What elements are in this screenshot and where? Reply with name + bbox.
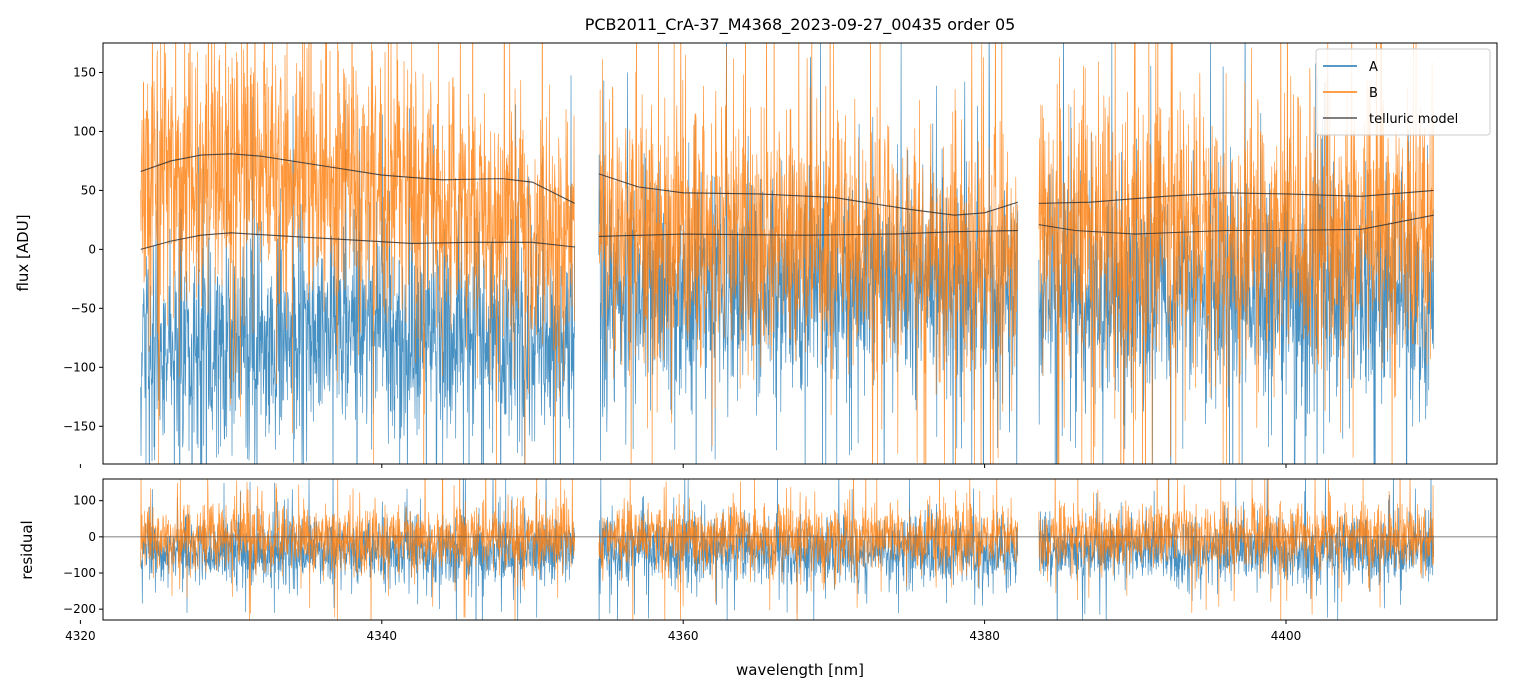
x-tick-label-0: 4320 xyxy=(65,629,96,643)
flux-series-b-group xyxy=(140,43,1435,464)
telluric-model-curve-2 xyxy=(598,173,1018,216)
flux-y-tick-label-1: −100 xyxy=(63,360,96,374)
x-tick-label-3: 4380 xyxy=(969,629,1000,643)
flux-y-axis-label: flux [ADU] xyxy=(14,214,32,291)
flux-x-ticks xyxy=(79,464,1287,468)
flux-axes-frame xyxy=(102,42,1498,465)
flux-series-b-segment-1 xyxy=(598,43,1019,464)
residual-series-b-segment-2 xyxy=(1038,479,1435,620)
flux-y-tick-label-0: −150 xyxy=(63,419,96,433)
telluric-model-curve-0 xyxy=(140,153,575,204)
flux-y-tick-label-3: 0 xyxy=(88,242,96,256)
x-axis-label: wavelength [nm] xyxy=(736,661,864,679)
legend-label-telluric-model: telluric model xyxy=(1369,112,1458,127)
residual-panel: −200 −100 0 100 4320 4340 4360 4380 4400 residu… xyxy=(18,478,1498,643)
flux-y-tick-label-2: −50 xyxy=(71,301,96,315)
telluric-model-curve-5 xyxy=(1038,214,1434,235)
chart-title: PCB2011_CrA-37_M4368_2023-09-27_00435 or… xyxy=(585,15,1016,35)
flux-plot-area xyxy=(140,43,1435,464)
residual-y-tick-label-0: −200 xyxy=(63,602,96,616)
legend-label-a: A xyxy=(1369,60,1378,75)
residual-y-ticks: −200 −100 0 100 xyxy=(63,494,103,616)
legend-label-b: B xyxy=(1369,86,1378,101)
flux-series-a-segment-0 xyxy=(140,75,576,464)
residual-y-tick-label-3: 100 xyxy=(73,494,96,508)
x-tick-label-4: 4400 xyxy=(1271,629,1302,643)
residual-axes-frame xyxy=(102,478,1498,621)
flux-y-tick-label-4: 50 xyxy=(81,183,96,197)
flux-series-b-segment-2 xyxy=(1038,43,1435,464)
residual-series-b-segment-1 xyxy=(598,479,1019,620)
flux-y-tick-label-6: 150 xyxy=(73,65,96,79)
residual-y-tick-label-2: 0 xyxy=(88,530,96,544)
residual-y-tick-label-1: −100 xyxy=(63,566,96,580)
x-tick-label-1: 4340 xyxy=(367,629,398,643)
legend: A B telluric model xyxy=(1315,48,1491,136)
x-tick-label-2: 4360 xyxy=(668,629,699,643)
telluric-model-curve-3 xyxy=(598,229,1018,237)
residual-series-b-group xyxy=(140,479,1435,620)
residual-x-ticks: 4320 4340 4360 4380 4400 xyxy=(65,620,1301,643)
residual-series-b-segment-0 xyxy=(140,479,576,620)
legend-frame xyxy=(1315,48,1491,136)
flux-y-ticks: −150 −100 −50 0 50 100 150 xyxy=(63,65,103,433)
flux-series-b-segment-0 xyxy=(140,43,576,464)
telluric-model-curve-4 xyxy=(1038,189,1434,204)
telluric-model-curve-1 xyxy=(140,232,575,250)
residual-y-axis-label: residual xyxy=(18,520,36,579)
flux-y-tick-label-5: 100 xyxy=(73,124,96,138)
flux-panel: −150 −100 −50 0 50 100 150 flux [ADU] A B tell… xyxy=(14,42,1498,468)
residual-plot-area xyxy=(103,479,1497,620)
